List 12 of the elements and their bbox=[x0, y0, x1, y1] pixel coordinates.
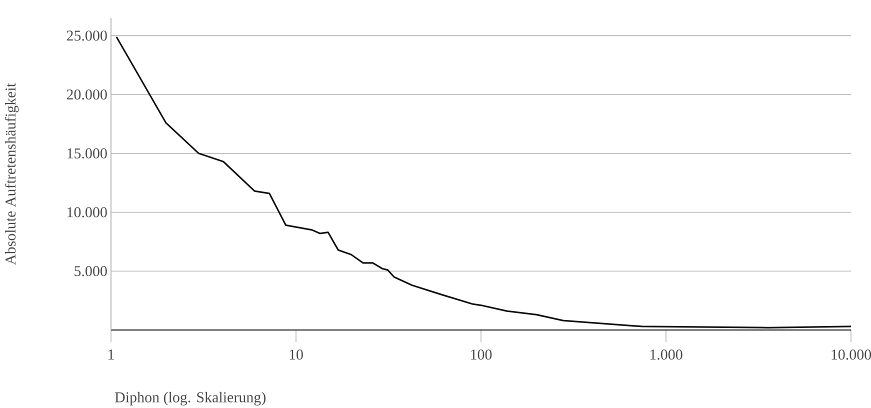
x-tick-label: 100 bbox=[471, 350, 492, 360]
x-axis-title: Diphon (log. Skalierung) bbox=[114, 392, 266, 406]
y-tick-label: 20.000 bbox=[66, 89, 107, 100]
x-tick-label: 10.000 bbox=[832, 350, 871, 360]
y-tick-label: 25.000 bbox=[66, 30, 107, 41]
y-axis-title: Absolute Auftretenshäufigkeit bbox=[4, 83, 19, 265]
x-tick-label: 1 bbox=[108, 350, 114, 360]
x-tick-label: 10 bbox=[290, 350, 303, 360]
x-tick-label: 1.000 bbox=[650, 350, 682, 360]
y-tick-label: 5.000 bbox=[74, 266, 107, 276]
y-tick-label: 10.000 bbox=[68, 207, 107, 218]
y-tick-label: 15.000 bbox=[68, 148, 107, 158]
